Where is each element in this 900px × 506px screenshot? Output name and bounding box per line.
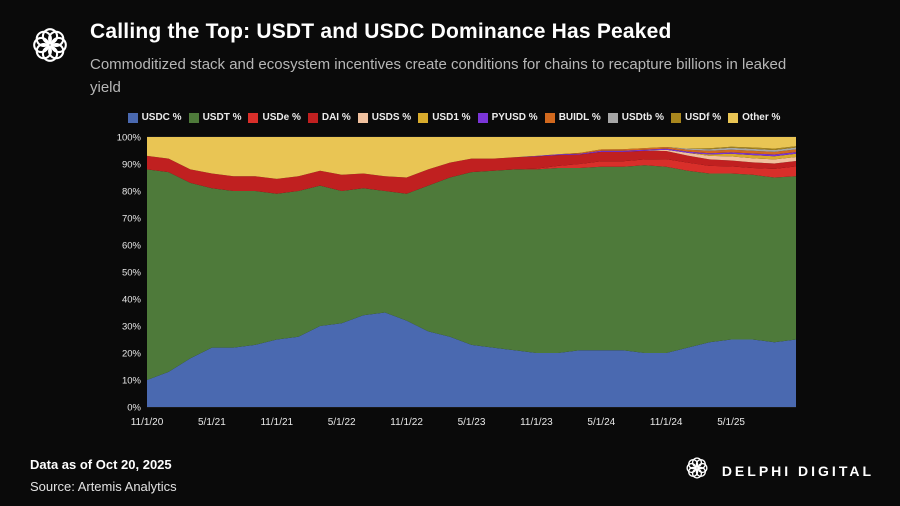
source-label: Source: Artemis Analytics [30, 479, 177, 494]
delphi-knot-icon [26, 21, 74, 74]
y-tick-label: 80% [122, 187, 142, 198]
legend-item-other: Other % [728, 112, 780, 123]
x-tick-label: 5/1/25 [717, 417, 745, 428]
legend-swatch-icon [544, 112, 555, 123]
y-tick-label: 60% [122, 241, 142, 252]
page-subtitle: Commoditized stack and ecosystem incenti… [90, 56, 787, 97]
x-tick-label: 11/1/23 [520, 417, 553, 428]
legend-swatch-icon [307, 112, 318, 123]
chart-svg: 0% 10% 20% 30% 40% 50% 60% 70% 80% 90% 100% 11/1/20… [117, 133, 796, 428]
brand-wordmark: DELPHI DIGITAL [721, 462, 874, 479]
y-tick-label: 90% [122, 160, 142, 171]
legend-item-buidl: BUIDL % [544, 112, 601, 123]
y-tick-label: 50% [122, 268, 142, 279]
x-tick-label: 5/1/23 [458, 417, 486, 428]
legend-label: USDC % [141, 112, 182, 123]
legend-label: DAI % [321, 112, 351, 123]
y-tick-label: 30% [122, 322, 142, 333]
footer-meta: Data as of Oct 20, 2025 Source: Artemis … [30, 457, 177, 494]
x-tick-label: 11/1/22 [390, 417, 423, 428]
x-tick-label: 11/1/20 [131, 417, 164, 428]
page-title: Calling the Top: USDT and USDC Dominance… [90, 20, 672, 43]
area-dai [147, 150, 796, 194]
legend-item-usds: USDS % [357, 112, 412, 123]
legend-swatch-icon [728, 112, 739, 123]
legend-item-pyusd: PYUSD % [477, 112, 538, 123]
legend-swatch-icon [607, 112, 618, 123]
x-tick-label: 5/1/22 [328, 417, 356, 428]
legend-item-dai: DAI % [307, 112, 351, 123]
legend-item-usde: USDe % [248, 112, 301, 123]
y-tick-label: 70% [122, 214, 142, 225]
legend-swatch-icon [477, 112, 488, 123]
legend-item-usdf: USDf % [670, 112, 722, 123]
legend-swatch-icon [188, 112, 199, 123]
y-tick-label: 100% [117, 133, 142, 144]
y-tick-label: 20% [122, 349, 142, 360]
x-tick-label: 5/1/21 [198, 417, 226, 428]
x-tick-label: 11/1/24 [650, 417, 683, 428]
data-as-of-label: Data as of Oct 20, 2025 [30, 457, 172, 472]
legend-label: USDS % [371, 112, 412, 123]
area-other [147, 137, 796, 179]
legend-label: BUIDL % [558, 112, 601, 123]
legend-label: USDf % [684, 112, 722, 123]
legend-item-usdc: USDC % [127, 112, 182, 123]
x-tick-label: 5/1/24 [587, 417, 615, 428]
y-tick-label: 0% [127, 403, 141, 414]
legend-label: Other % [742, 112, 781, 123]
area-usdc [147, 312, 796, 407]
legend-label: USDT % [202, 112, 242, 123]
y-tick-label: 10% [122, 376, 142, 387]
header-text: Calling the Top: USDT and USDC Dominance… [90, 20, 802, 100]
stablecoin-dominance-chart: USDC % USDT % USDe % DAI % USDS % USD1 % PYUSD… [102, 112, 806, 438]
legend-label: PYUSD % [491, 112, 538, 123]
header: Calling the Top: USDT and USDC Dominance… [26, 20, 802, 100]
area-buidl [147, 147, 796, 179]
x-tick-label: 11/1/21 [260, 417, 293, 428]
area-usdt [147, 165, 796, 380]
footer-brand: DELPHI DIGITAL [682, 453, 874, 488]
legend-item-usdtb: USDtb % [607, 112, 664, 123]
legend-item-usdt: USDT % [188, 112, 242, 123]
legend-swatch-icon [670, 112, 681, 123]
delphi-knot-icon [682, 453, 712, 488]
legend-label: USDtb % [621, 112, 664, 123]
legend-item-usd1: USD1 % [418, 112, 471, 123]
legend-swatch-icon [127, 112, 138, 123]
legend-label: USDe % [262, 112, 301, 123]
legend-swatch-icon [357, 112, 368, 123]
legend-label: USD1 % [432, 112, 471, 123]
chart-legend: USDC % USDT % USDe % DAI % USDS % USD1 % PYUSD… [102, 112, 806, 123]
y-tick-label: 40% [122, 295, 142, 306]
legend-swatch-icon [248, 112, 259, 123]
legend-swatch-icon [418, 112, 429, 123]
